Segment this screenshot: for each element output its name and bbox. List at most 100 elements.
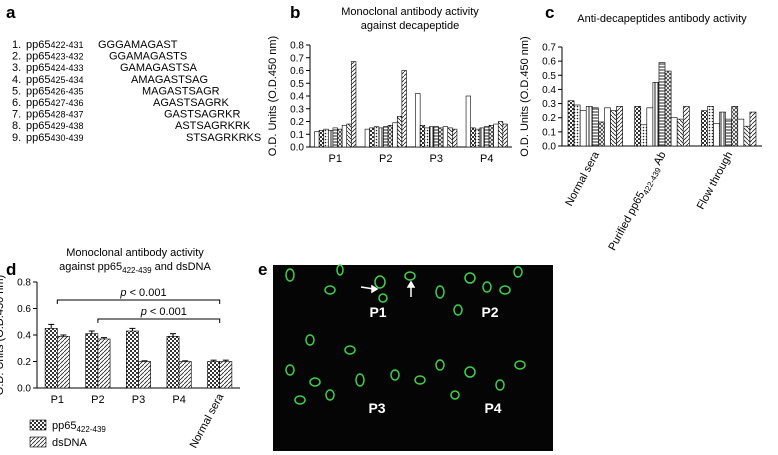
error-bar bbox=[100, 337, 107, 339]
peptide-name: pp65425-434 bbox=[26, 74, 84, 86]
y-tick-label: 0.7 bbox=[542, 43, 556, 54]
bar bbox=[369, 127, 375, 148]
text-part: Ab bbox=[651, 150, 669, 170]
bar bbox=[419, 125, 426, 148]
text-part: 426-435 bbox=[50, 86, 83, 96]
bar bbox=[567, 100, 575, 147]
y-tick-label: 0.4 bbox=[542, 85, 556, 96]
text-part: 423-432 bbox=[50, 52, 83, 62]
bar bbox=[378, 127, 384, 148]
legend-label: pp65422-439 bbox=[52, 420, 106, 434]
peptide-sequence: MAGASTSAGR bbox=[142, 85, 220, 97]
bar bbox=[719, 111, 726, 147]
y-tick-label: 0.2 bbox=[542, 113, 556, 124]
x-tick-label: P3 bbox=[132, 394, 145, 406]
peptide-name: pp65426-435 bbox=[26, 85, 84, 97]
bar bbox=[415, 93, 421, 148]
bar bbox=[373, 126, 380, 148]
text-part: pp65 bbox=[26, 51, 50, 63]
text-part: 422-431 bbox=[50, 40, 83, 50]
bar bbox=[452, 128, 458, 148]
bar bbox=[670, 117, 678, 147]
bar bbox=[646, 107, 654, 147]
x-tick-label: Flow through bbox=[695, 150, 735, 212]
bar bbox=[178, 361, 192, 389]
error-bar bbox=[222, 359, 229, 362]
peptide-name: pp65423-432 bbox=[26, 51, 84, 63]
peptide-index: 4. bbox=[12, 74, 21, 86]
x-tick-label: Purified pp65422-439 Ab bbox=[606, 150, 670, 254]
bar bbox=[85, 333, 99, 389]
peptide-index: 1. bbox=[12, 39, 21, 51]
text-part: 422-439 bbox=[122, 266, 152, 275]
bar bbox=[484, 126, 490, 148]
bar bbox=[465, 95, 471, 148]
error-bar bbox=[210, 359, 217, 362]
y-tick-label: 0.5 bbox=[542, 71, 556, 82]
image-label: P1 bbox=[369, 304, 386, 320]
text-part: pp65 bbox=[26, 120, 50, 132]
y-tick-label: 0.7 bbox=[290, 53, 304, 64]
text-part: 425-434 bbox=[50, 75, 83, 85]
bar bbox=[591, 107, 599, 147]
text-part: pp65 bbox=[26, 62, 50, 74]
panel-label: e bbox=[258, 260, 267, 279]
bar bbox=[743, 125, 751, 147]
bar bbox=[493, 123, 499, 148]
y-tick-label: 0.0 bbox=[290, 143, 304, 154]
bar bbox=[474, 128, 481, 148]
y-tick-label: 0.2 bbox=[17, 357, 31, 368]
peptide-sequence: STSAGRKRKS bbox=[186, 132, 261, 144]
bar bbox=[438, 127, 444, 148]
peptide-sequence: GGAMAGASTS bbox=[109, 51, 187, 63]
text-part: Purified pp65 bbox=[606, 190, 647, 253]
text-part: 422-439 bbox=[76, 425, 106, 434]
bar bbox=[166, 336, 180, 389]
bar bbox=[323, 128, 329, 148]
y-tick-label: 0.8 bbox=[290, 41, 304, 52]
bar bbox=[616, 106, 623, 147]
error-bar bbox=[182, 360, 189, 362]
error-bar bbox=[60, 334, 67, 337]
bar bbox=[502, 123, 508, 148]
annotation: p < 0.001 bbox=[140, 306, 187, 318]
bar bbox=[640, 124, 648, 147]
bar bbox=[97, 338, 111, 389]
panel-label: b bbox=[290, 3, 300, 22]
bar bbox=[314, 131, 320, 148]
y-tick-label: 0.4 bbox=[290, 92, 304, 103]
bar bbox=[676, 118, 684, 147]
x-tick-label: Normal sera bbox=[563, 149, 602, 208]
text-part: 424-433 bbox=[50, 63, 83, 73]
x-tick-label: P2 bbox=[91, 394, 104, 406]
bar bbox=[579, 110, 587, 147]
y-tick-label: 0.6 bbox=[542, 57, 556, 68]
bar bbox=[332, 127, 338, 148]
text-part: 422-439 bbox=[641, 166, 663, 197]
bar bbox=[634, 106, 642, 147]
image-label: P2 bbox=[481, 304, 498, 320]
y-tick-label: 0.1 bbox=[290, 130, 304, 141]
bar bbox=[401, 70, 407, 148]
significance-bracket bbox=[56, 299, 221, 304]
text-part: 430-439 bbox=[50, 133, 83, 143]
bar bbox=[392, 122, 398, 148]
bar bbox=[346, 123, 352, 148]
error-bar bbox=[48, 323, 55, 329]
text-part: 429-438 bbox=[50, 121, 83, 131]
annotation: p < 0.001 bbox=[119, 287, 166, 299]
panel-label: d bbox=[6, 260, 16, 279]
peptide-sequence: ASTSAGRKRK bbox=[175, 120, 251, 132]
peptide-sequence: GGGAMAGAST bbox=[98, 39, 178, 51]
peptide-index: 6. bbox=[12, 97, 21, 109]
bar bbox=[429, 126, 435, 148]
y-tick-label: 0.6 bbox=[17, 304, 31, 315]
text-part: pp65 bbox=[26, 132, 50, 144]
bar bbox=[749, 111, 757, 147]
bar bbox=[658, 62, 666, 147]
text-part: < 0.001 bbox=[147, 306, 187, 318]
chart-title: against pp65422-439 and dsDNA bbox=[59, 261, 211, 275]
bar bbox=[396, 116, 403, 148]
bar bbox=[479, 127, 485, 148]
peptide-sequence: AMAGASTSAG bbox=[131, 74, 208, 86]
